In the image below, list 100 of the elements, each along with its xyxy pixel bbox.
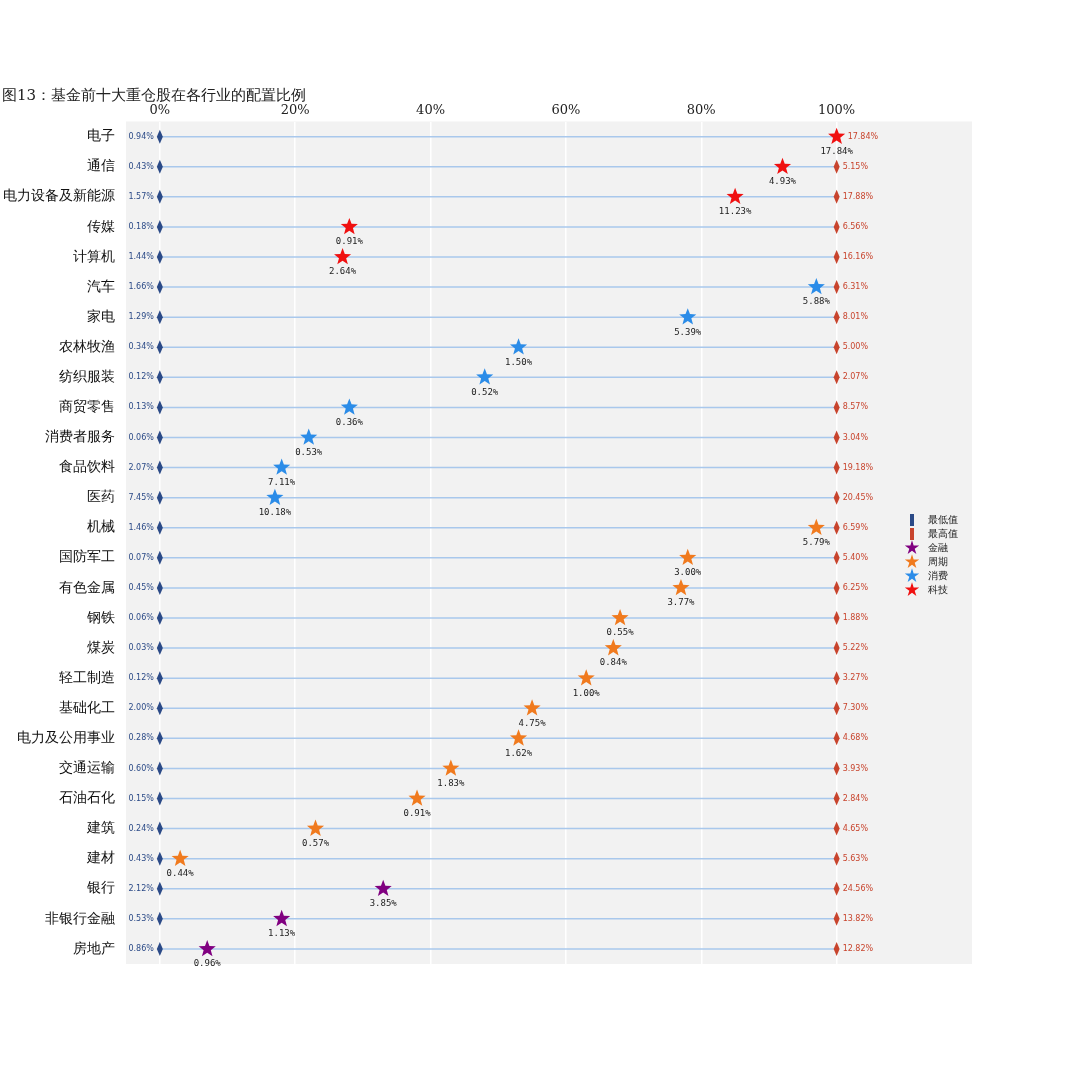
annotation: 0.94% <box>128 131 155 141</box>
annotation: 0.06% <box>128 613 155 623</box>
annotation: 0.91% <box>335 236 364 247</box>
annotation: 7.11% <box>268 476 296 487</box>
annotation: 7.30% <box>842 703 869 713</box>
annotation: 8.01% <box>842 312 869 322</box>
annotation: 5.79% <box>802 537 831 548</box>
annotation: 1.57% <box>128 191 155 201</box>
y-tick-label: 消费者服务 <box>45 428 115 445</box>
x-tick-label: 60% <box>551 102 581 118</box>
annotation: 0.03% <box>128 643 155 653</box>
legend-label: 金融 <box>928 540 948 555</box>
y-tick-label: 计算机 <box>73 247 115 264</box>
point <box>577 669 595 686</box>
point <box>171 849 189 866</box>
y-tick-label: 电子 <box>87 127 115 144</box>
y-tick-label: 钢铁 <box>86 608 115 625</box>
annotation: 5.40% <box>842 552 869 562</box>
annotation: 1.44% <box>128 252 155 262</box>
annotation: 1.00% <box>572 687 601 698</box>
x-tick-label: 100% <box>818 102 856 118</box>
y-tick-label: 医药 <box>87 488 115 505</box>
point <box>773 157 792 175</box>
point <box>273 458 291 475</box>
y-tick-label: 建材 <box>86 849 115 866</box>
annotation: 5.00% <box>842 342 869 352</box>
point <box>300 428 318 445</box>
y-tick-label: 非银行金融 <box>45 909 115 926</box>
x-tick-label: 20% <box>280 102 310 118</box>
annotation: 0.60% <box>128 763 155 773</box>
point <box>604 639 622 656</box>
point <box>672 578 690 596</box>
annotation: 11.23% <box>718 206 752 217</box>
annotation: 0.44% <box>166 868 195 879</box>
annotation: 4.68% <box>842 733 869 743</box>
annotation: 0.53% <box>128 913 155 923</box>
annotation: 6.31% <box>842 282 869 292</box>
annotation: 0.24% <box>128 823 155 833</box>
y-tick-label: 基础化工 <box>59 698 115 715</box>
annotation: 0.18% <box>128 221 155 231</box>
point <box>807 518 825 536</box>
annotation: 0.86% <box>128 944 155 954</box>
annotation: 3.77% <box>667 597 696 608</box>
annotation: 1.88% <box>842 613 869 623</box>
point <box>266 488 284 505</box>
point <box>828 127 846 144</box>
point <box>807 278 825 295</box>
annotation: 0.28% <box>128 733 155 743</box>
annotation: 2.07% <box>128 462 155 472</box>
annotation: 0.43% <box>128 161 155 171</box>
point <box>408 789 426 806</box>
legend-label: 消费 <box>928 568 948 583</box>
annotation: 0.55% <box>606 627 635 638</box>
annotation: 1.29% <box>128 312 155 322</box>
annotation: 6.25% <box>842 583 869 593</box>
annotation: 1.13% <box>268 928 296 939</box>
annotation: 0.43% <box>128 853 155 863</box>
annotation: 17.84% <box>820 145 854 156</box>
annotation: 4.65% <box>842 823 869 833</box>
annotation: 17.84% <box>847 131 879 141</box>
annotation: 2.84% <box>842 793 869 803</box>
annotation: 2.00% <box>128 703 155 713</box>
y-tick-label: 通信 <box>87 157 115 174</box>
annotation: 17.88% <box>842 191 874 201</box>
annotation: 1.62% <box>505 747 533 758</box>
y-tick-label: 建筑 <box>86 819 115 836</box>
point <box>273 909 291 927</box>
annotation: 5.63% <box>842 853 869 863</box>
annotation: 12.82% <box>842 944 874 954</box>
annotation: 5.15% <box>842 161 869 171</box>
chart-title: 图13：基金前十大重仓股在各行业的配置比例 <box>2 86 307 104</box>
x-tick-label: 0% <box>149 102 171 118</box>
annotation: 8.57% <box>842 402 869 412</box>
y-tick-label: 轻工制造 <box>59 668 115 685</box>
annotation: 6.59% <box>842 522 869 532</box>
annotation: 0.06% <box>128 432 155 442</box>
point <box>340 217 358 235</box>
annotation: 2.07% <box>842 372 869 382</box>
annotation: 1.83% <box>437 777 465 788</box>
annotation: 5.22% <box>842 643 869 653</box>
annotation: 0.57% <box>301 837 330 848</box>
annotation: 13.82% <box>842 913 874 923</box>
annotation: 1.50% <box>505 356 533 367</box>
point <box>523 699 541 716</box>
point <box>198 939 216 957</box>
annotation: 3.04% <box>842 432 869 442</box>
point <box>476 368 494 385</box>
y-tick-label: 国防军工 <box>59 548 115 565</box>
point <box>442 759 460 776</box>
annotation: 4.75% <box>518 717 547 728</box>
y-tick-label: 交通运输 <box>59 759 115 776</box>
y-tick-label: 有色金属 <box>59 578 115 595</box>
legend-label: 最低值 <box>928 512 958 527</box>
point <box>374 879 392 897</box>
annotation: 4.93% <box>768 176 797 187</box>
annotation: 0.84% <box>599 657 628 668</box>
annotation: 2.12% <box>128 883 155 893</box>
y-tick-label: 石油石化 <box>59 789 115 806</box>
annotation: 5.88% <box>802 296 831 307</box>
annotation: 3.27% <box>842 673 869 683</box>
